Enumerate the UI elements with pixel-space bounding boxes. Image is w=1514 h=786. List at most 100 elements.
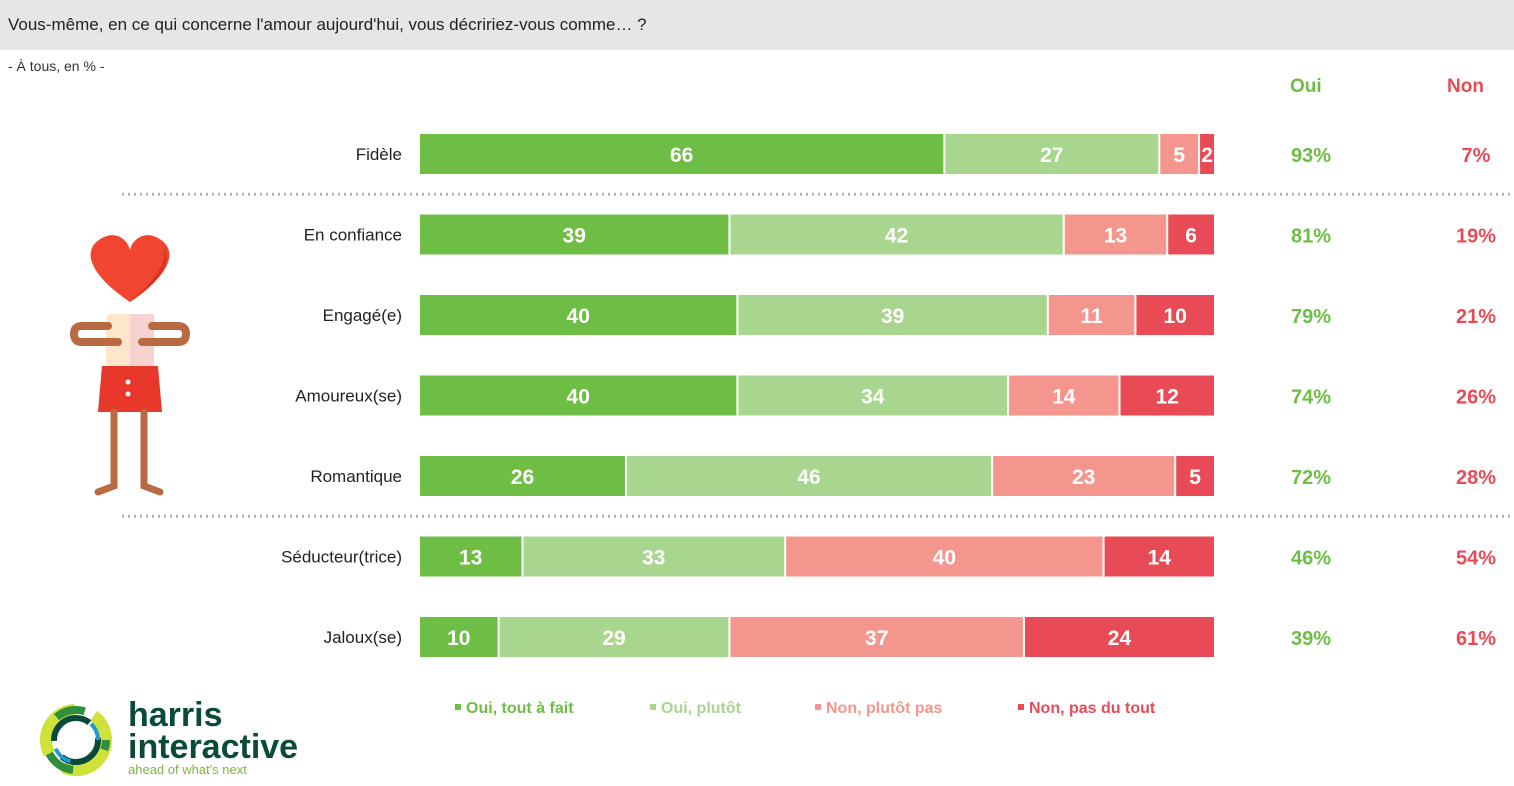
data-label-fidele-non-pas-du-tout: 2 — [1201, 144, 1213, 167]
bar-segment-amoureux-se-oui-plutot — [738, 375, 1008, 416]
bar-segment-jaloux-se-oui-plutot — [499, 617, 729, 657]
data-label-amoureux-se-oui-tout-a-fait: 40 — [567, 386, 590, 409]
logo-tagline: ahead of what's next — [128, 762, 247, 777]
bar-segment-seducteur-trice-oui-tout-a-fait — [420, 536, 522, 577]
total-non-romantique: 28% — [1456, 467, 1496, 489]
data-label-romantique-oui-tout-a-fait: 26 — [511, 466, 534, 489]
data-label-amoureux-se-non-plutot-pas: 14 — [1052, 386, 1076, 409]
bar-segment-fidele-non-plutot-pas — [1160, 134, 1199, 174]
logo-word-harris: harris — [128, 696, 223, 734]
legend-swatch-icon — [1018, 703, 1024, 710]
bar-segment-romantique-non-pas-du-tout — [1176, 456, 1214, 496]
bar-segment-romantique-oui-tout-a-fait — [420, 456, 625, 496]
legend-swatch-icon — [815, 703, 821, 710]
data-label-romantique-oui-plutot: 46 — [797, 466, 820, 489]
total-oui-seducteur-trice: 46% — [1291, 548, 1331, 570]
data-label-engage-e-non-pas-du-tout: 10 — [1164, 305, 1187, 328]
row-label-engage-e: Engagé(e) — [323, 306, 402, 325]
bar-segment-romantique-oui-plutot — [626, 456, 992, 496]
bar-segment-amoureux-se-oui-tout-a-fait — [420, 375, 737, 416]
bar-segment-seducteur-trice-oui-plutot — [523, 536, 785, 577]
chart-legend: Oui, tout à fait Oui, plutôt Non, plutôt… — [0, 700, 1514, 724]
data-label-fidele-non-plutot-pas: 5 — [1173, 144, 1185, 167]
bar-segment-seducteur-trice-non-pas-du-tout — [1104, 536, 1214, 577]
bar-segment-fidele-oui-plutot — [945, 134, 1159, 174]
data-label-seducteur-trice-non-plutot-pas: 40 — [933, 547, 956, 570]
bar-segment-seducteur-trice-non-plutot-pas — [786, 536, 1103, 577]
data-label-fidele-oui-tout-a-fait: 66 — [670, 144, 693, 167]
base-note: - À tous, en % - — [8, 58, 105, 74]
legend-item-oui-tout-a-fait: Oui, tout à fait — [455, 700, 574, 718]
total-oui-fidele: 93% — [1291, 145, 1331, 167]
row-label-fidele: Fidèle — [356, 145, 402, 164]
data-label-engage-e-oui-tout-a-fait: 40 — [567, 305, 590, 328]
legend-item-non-pas-du-tout: Non, pas du tout — [1018, 700, 1155, 718]
heart-person-illustration-icon — [70, 235, 190, 496]
data-label-en-confiance-non-pas-du-tout: 6 — [1185, 225, 1197, 248]
data-label-engage-e-non-plutot-pas: 11 — [1081, 305, 1104, 328]
total-oui-romantique: 72% — [1291, 467, 1331, 489]
bar-segment-amoureux-se-non-plutot-pas — [1009, 375, 1119, 416]
column-header-oui: Oui — [1290, 76, 1322, 97]
row-label-en-confiance: En confiance — [304, 226, 402, 245]
bar-segment-engage-e-oui-tout-a-fait — [420, 295, 737, 335]
data-label-engage-e-oui-plutot: 39 — [881, 305, 904, 328]
bar-segment-jaloux-se-oui-tout-a-fait — [420, 617, 498, 657]
legend-swatch-icon — [455, 703, 461, 710]
legend-item-non-plutot-pas: Non, plutôt pas — [815, 700, 942, 718]
stacked-bar-chart: Fidèle 66 27 5 2 93% 7%En confiance 39 42 13 6 81% 1… — [122, 134, 1514, 657]
legend-label: Oui, plutôt — [661, 700, 741, 717]
bar-segment-fidele-non-pas-du-tout — [1200, 134, 1214, 174]
bar-segment-en-confiance-non-pas-du-tout — [1168, 214, 1214, 255]
bar-segment-jaloux-se-non-plutot-pas — [730, 617, 1023, 657]
bar-segment-engage-e-oui-plutot — [738, 295, 1047, 335]
column-header-non: Non — [1447, 76, 1484, 97]
row-label-amoureux-se: Amoureux(se) — [295, 387, 402, 406]
row-label-jaloux-se: Jaloux(se) — [324, 628, 402, 647]
data-label-seducteur-trice-oui-tout-a-fait: 13 — [459, 547, 482, 570]
bar-segment-jaloux-se-non-pas-du-tout — [1024, 617, 1214, 657]
data-label-jaloux-se-oui-tout-a-fait: 10 — [447, 627, 470, 650]
total-oui-amoureux-se: 74% — [1291, 387, 1331, 409]
data-label-seducteur-trice-non-pas-du-tout: 14 — [1148, 547, 1172, 570]
total-non-engage-e: 21% — [1456, 306, 1496, 328]
bar-segment-engage-e-non-plutot-pas — [1048, 295, 1135, 335]
total-non-seducteur-trice: 54% — [1456, 548, 1496, 570]
bar-segment-romantique-non-plutot-pas — [993, 456, 1175, 496]
data-label-fidele-oui-plutot: 27 — [1040, 144, 1063, 167]
data-label-seducteur-trice-oui-plutot: 33 — [642, 547, 665, 570]
data-label-romantique-non-pas-du-tout: 5 — [1189, 466, 1201, 489]
bar-segment-en-confiance-oui-plutot — [730, 214, 1063, 255]
question-header: Vous-même, en ce qui concerne l'amour au… — [0, 0, 1514, 50]
bar-segment-fidele-oui-tout-a-fait — [420, 134, 944, 174]
data-label-romantique-non-plutot-pas: 23 — [1072, 466, 1095, 489]
data-label-en-confiance-non-plutot-pas: 13 — [1104, 225, 1127, 248]
data-label-jaloux-se-non-plutot-pas: 37 — [865, 627, 888, 650]
legend-item-oui-plutot: Oui, plutôt — [650, 700, 741, 718]
question-title: Vous-même, en ce qui concerne l'amour au… — [8, 15, 647, 34]
legend-label: Non, plutôt pas — [826, 700, 943, 717]
total-non-fidele: 7% — [1462, 145, 1491, 167]
legend-label: Oui, tout à fait — [466, 700, 574, 717]
row-label-seducteur-trice: Séducteur(trice) — [281, 548, 402, 567]
total-non-jaloux-se: 61% — [1456, 628, 1496, 650]
total-oui-en-confiance: 81% — [1291, 226, 1331, 248]
row-label-romantique: Romantique — [310, 467, 402, 486]
data-label-en-confiance-oui-plutot: 42 — [885, 225, 908, 248]
legend-swatch-icon — [650, 703, 656, 710]
data-label-amoureux-se-non-pas-du-tout: 12 — [1156, 386, 1179, 409]
logo-word-interactive: interactive — [128, 728, 299, 766]
total-non-en-confiance: 19% — [1456, 226, 1496, 248]
legend-label: Non, pas du tout — [1029, 700, 1156, 717]
total-non-amoureux-se: 26% — [1456, 387, 1496, 409]
bar-segment-en-confiance-oui-tout-a-fait — [420, 214, 729, 255]
data-label-amoureux-se-oui-plutot: 34 — [861, 386, 885, 409]
total-oui-engage-e: 79% — [1291, 306, 1331, 328]
harris-logo-icon — [40, 704, 112, 776]
data-label-en-confiance-oui-tout-a-fait: 39 — [563, 225, 586, 248]
bar-segment-engage-e-non-pas-du-tout — [1136, 295, 1214, 335]
bar-segment-amoureux-se-non-pas-du-tout — [1120, 375, 1214, 416]
total-oui-jaloux-se: 39% — [1291, 628, 1331, 650]
data-label-jaloux-se-oui-plutot: 29 — [602, 627, 625, 650]
harris-interactive-logo: harris interactive ahead of what's next — [36, 698, 326, 782]
